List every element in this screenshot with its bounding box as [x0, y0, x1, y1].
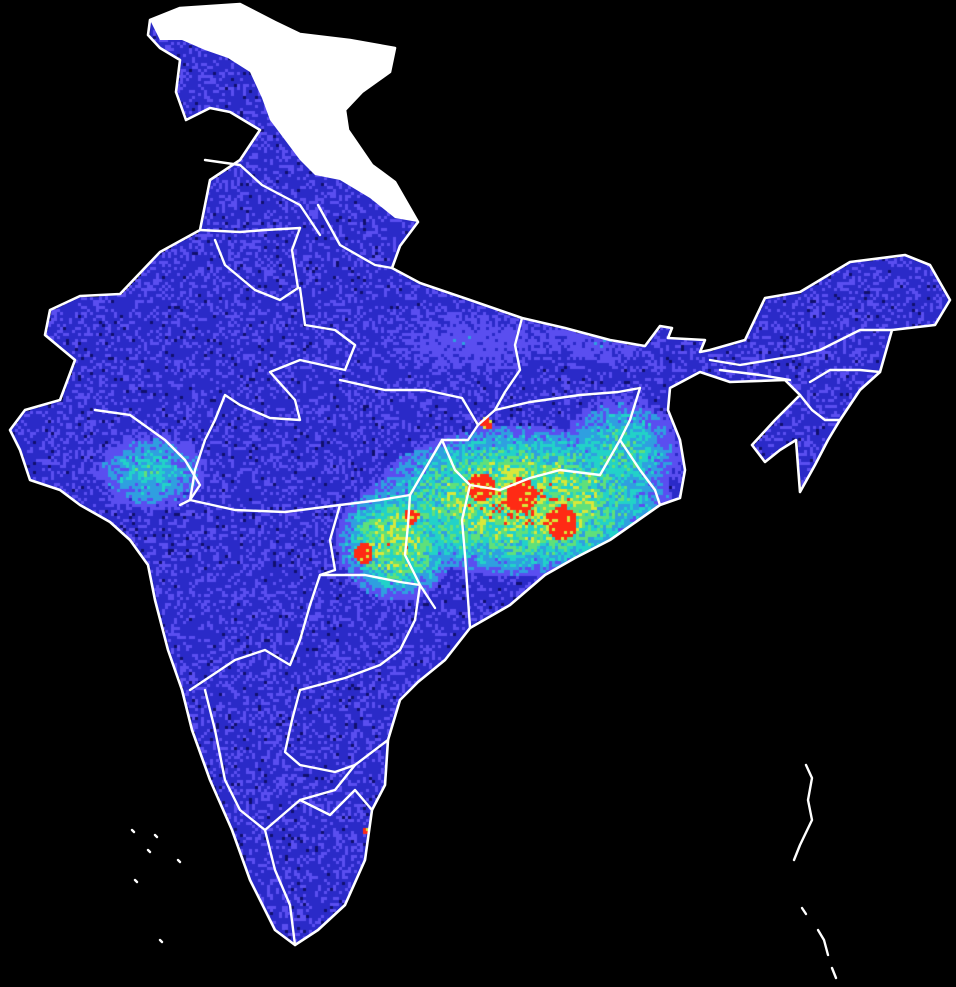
boundary-bengal-west [618, 386, 662, 507]
boundary-himachal [203, 158, 322, 237]
boundary-bihar-south [493, 386, 642, 412]
andaman-islands [792, 763, 814, 862]
boundary-maharashtra-east [188, 503, 342, 692]
boundary-odisha-west [460, 483, 472, 630]
boundary-mp-south [188, 438, 444, 514]
lakshadweep-islands [130, 828, 182, 944]
boundary-chhattisgarh [403, 493, 437, 610]
boundary-assam-south [708, 328, 894, 367]
boundary-uttarakhand [316, 203, 394, 270]
boundary-karnataka-east [203, 688, 357, 832]
boundary-gujarat-mp [93, 408, 202, 507]
no-data-region [150, 4, 418, 222]
state-boundaries [93, 158, 894, 947]
boundary-ap-karnataka [283, 688, 390, 774]
boundary-meghalaya [718, 368, 792, 382]
boundary-ne-states [798, 368, 882, 422]
boundary-haryana [213, 226, 302, 302]
boundary-rajasthan-east [188, 286, 357, 502]
nicobar-islands [800, 906, 838, 980]
islands [130, 763, 838, 980]
boundary-punjab [198, 226, 302, 234]
boundary-tamilnadu [263, 828, 297, 947]
boundary-jharkhand-south [440, 438, 622, 492]
boundary-up-south [338, 378, 480, 442]
boundary-tn-north [298, 788, 374, 817]
boundary-up-bihar [476, 316, 524, 427]
boundary-telangana [298, 573, 422, 692]
